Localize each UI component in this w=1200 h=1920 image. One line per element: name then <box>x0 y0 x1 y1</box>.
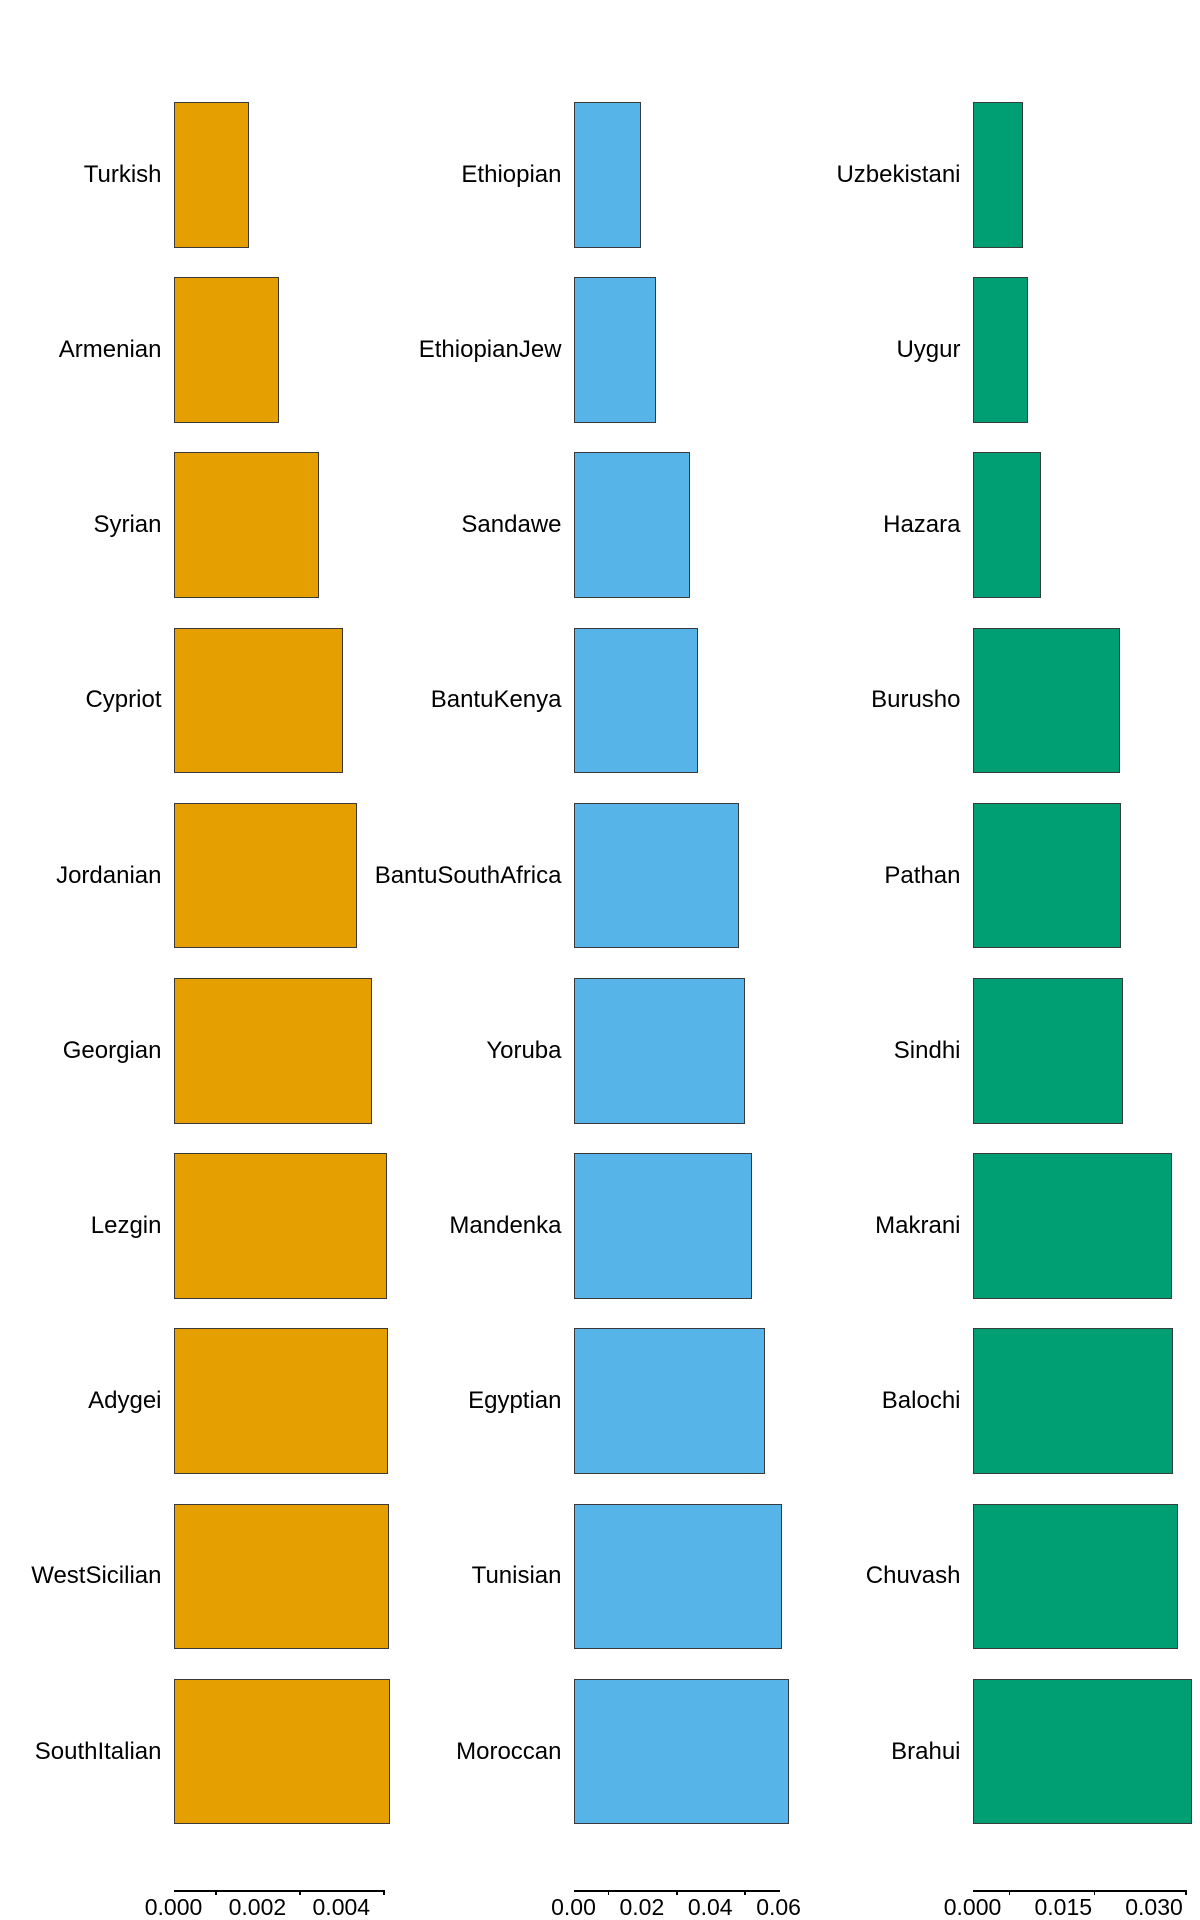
x-axis-tick <box>1185 1890 1188 1895</box>
x-axis-tick <box>299 1890 301 1895</box>
category-label: Tunisian <box>471 1562 562 1590</box>
bar-WestSicilian <box>173 1503 390 1650</box>
bar-Mandenka <box>573 1153 752 1299</box>
category-label: Burusho <box>871 686 961 714</box>
category-label: Jordanian <box>56 861 162 889</box>
category-label: Brahui <box>891 1737 961 1765</box>
category-label: Balochi <box>881 1387 961 1415</box>
category-label: Uzbekistani <box>836 160 961 188</box>
bar-Syrian <box>173 452 320 598</box>
x-axis-tick-label: 0.000 <box>144 1894 203 1920</box>
x-axis-tick-label: 0.002 <box>228 1894 287 1920</box>
x-axis-tick-label: 0.02 <box>619 1894 665 1920</box>
category-label: Ethiopian <box>461 160 562 188</box>
bar-Georgian <box>173 978 373 1124</box>
bar-Adygei <box>173 1328 388 1474</box>
bar-Egyptian <box>573 1328 765 1474</box>
category-label: Egyptian <box>468 1387 562 1415</box>
bar-SouthItalian <box>173 1678 390 1825</box>
x-axis-tick <box>607 1890 610 1895</box>
bar-Burusho <box>972 627 1120 774</box>
x-axis-tick-label: 0.030 <box>1125 1894 1183 1920</box>
bar-Jordanian <box>173 802 357 949</box>
bar-Balochi <box>972 1328 1173 1474</box>
category-label: SouthItalian <box>34 1737 162 1765</box>
bar-Armenian <box>173 277 280 423</box>
x-axis-tick <box>1093 1890 1096 1895</box>
category-label: BantuKenya <box>430 686 562 714</box>
category-label: Armenian <box>58 335 162 363</box>
bar-Moroccan <box>573 1678 789 1825</box>
category-label: Sandawe <box>461 511 562 539</box>
bar-Uzbekistani <box>972 102 1024 248</box>
bar-Brahui <box>972 1678 1192 1825</box>
bar-Tunisian <box>573 1503 782 1650</box>
x-axis-tick-label: 0.000 <box>943 1894 1002 1920</box>
bar-Hazara <box>972 452 1042 598</box>
category-label: BantuSouthAfrica <box>374 861 562 889</box>
category-label: Cypriot <box>85 686 162 714</box>
bar-Chuvash <box>972 1503 1178 1650</box>
category-label: Mandenka <box>449 1211 562 1239</box>
category-label: Yoruba <box>486 1036 562 1064</box>
x-axis-tick <box>383 1890 385 1895</box>
bar-Lezgin <box>173 1153 387 1299</box>
x-axis-tick <box>676 1890 678 1895</box>
bar-Sindhi <box>972 978 1123 1124</box>
bar-Yoruba <box>573 978 745 1124</box>
category-label: Hazara <box>883 511 961 539</box>
category-label: Moroccan <box>456 1737 562 1765</box>
x-axis-tick-label: 0.00 <box>551 1894 596 1920</box>
category-label: Syrian <box>93 511 162 539</box>
x-axis-tick <box>1008 1890 1011 1895</box>
x-axis-line <box>972 1890 1186 1892</box>
bar-EthiopianJew <box>573 277 657 423</box>
category-label: Uygur <box>896 335 961 363</box>
x-axis-tick-label: 0.015 <box>1034 1894 1093 1920</box>
x-axis-tick-label: 0.004 <box>312 1894 371 1920</box>
category-label: Sindhi <box>893 1036 961 1064</box>
bar-Cypriot <box>173 627 343 774</box>
category-label: Adygei <box>88 1387 162 1415</box>
category-label: EthiopianJew <box>418 335 562 363</box>
bar-Ethiopian <box>573 102 642 248</box>
x-axis-tick <box>215 1890 218 1895</box>
bar-Makrani <box>972 1153 1173 1299</box>
category-label: Makrani <box>875 1211 961 1239</box>
x-axis-tick-label: 0.06 <box>756 1894 801 1920</box>
category-label: Pathan <box>884 861 961 889</box>
bar-Sandawe <box>573 452 690 598</box>
category-label: Lezgin <box>90 1211 162 1239</box>
bar-BantuSouthAfrica <box>573 802 739 949</box>
bar-Turkish <box>173 102 250 248</box>
x-axis-line <box>173 1890 384 1892</box>
bar-BantuKenya <box>573 627 698 774</box>
x-axis-tick-label: 0.04 <box>687 1894 733 1920</box>
category-label: Chuvash <box>865 1562 961 1590</box>
x-axis-tick <box>744 1890 746 1895</box>
bar-Pathan <box>972 802 1121 949</box>
x-axis-line <box>573 1890 781 1892</box>
category-label: Turkish <box>83 160 162 188</box>
bar-Uygur <box>972 277 1028 423</box>
category-label: WestSicilian <box>31 1562 162 1590</box>
category-label: Georgian <box>62 1036 162 1064</box>
